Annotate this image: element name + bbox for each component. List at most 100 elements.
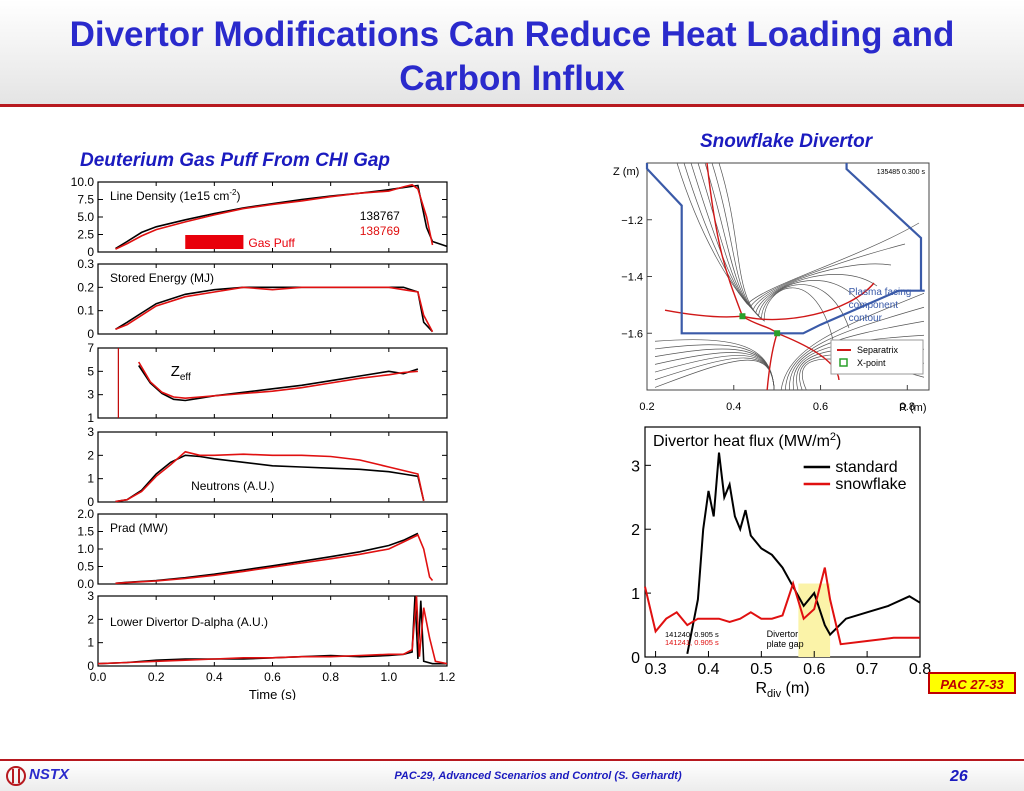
prad-panel: 2.0 1.5 1.0 0.5 0.0 Prad (MW): [77, 507, 448, 591]
time-xtick-label: 0.6: [264, 670, 281, 684]
hf-ytick-label: 3: [631, 458, 640, 475]
gap-label-2: plate gap: [767, 639, 804, 649]
neutrons-panel: 3 2 1 0 Neutrons (A.U.): [87, 425, 448, 509]
hf-ytick-label: 2: [631, 522, 640, 539]
eq-ytick-label: −1.6: [621, 328, 643, 340]
nstx-logo-icon: [6, 766, 26, 786]
d-alpha-series-138767: [97, 595, 447, 665]
equilibrium-shot-label: 135485 0.300 s: [877, 169, 926, 176]
neutrons-title: Neutrons (A.U.): [191, 479, 274, 493]
zeff-ytick-label: 1: [87, 411, 94, 425]
pfc-contour-upper: [845, 163, 923, 291]
separatrix-left-leg: [664, 309, 743, 318]
slide-title-line1: Divertor Modifications Can Reduce Heat L…: [69, 15, 955, 54]
hf-xtick-label: 0.3: [644, 661, 666, 678]
zeff-series-138769: [138, 361, 418, 400]
pfc-contour: [645, 163, 925, 335]
line-density-ytick-label: 10.0: [71, 175, 95, 189]
legend-xpoint-swatch: [839, 358, 848, 367]
flux-surface: [704, 162, 864, 317]
zeff-panel: 7 5 3 1 Zeff: [87, 341, 448, 425]
footer-rule: [0, 759, 1024, 761]
hf-ytick-label: 1: [631, 586, 640, 603]
hf-xtick-label: 0.6: [803, 661, 825, 678]
flux-surface-lower-right: [780, 292, 925, 391]
time-xtick-label: 1.0: [380, 670, 397, 684]
line-density-ytick-label: 0: [87, 245, 94, 259]
stored-energy-series-138769: [115, 286, 434, 333]
line-density-ytick-label: 2.5: [77, 228, 94, 242]
slide-title-line2: Carbon Influx: [399, 59, 625, 98]
pfc-contour-label: Plasma facing component contour: [849, 287, 912, 324]
flux-surface: [711, 162, 850, 329]
d-alpha-series-138769: [97, 595, 448, 665]
heat-flux-frame: [644, 426, 921, 658]
heat-flux-plot: 3 2 1 00.3 0.4 0.5 0.6 0.7 0.8 Rdiv (m) Divertor h…: [631, 426, 931, 697]
hf-series-standard: [686, 452, 921, 654]
gap-label-1: Divertor: [767, 629, 799, 639]
prad-ytick-label: 0.0: [77, 577, 94, 591]
neutrons-series-138769: [115, 450, 425, 503]
line-density-title: Line Density (1e15 cm-2): [110, 188, 241, 203]
eq-ytick-label: −1.4: [621, 272, 643, 284]
legend-xpoint-label: X-point: [857, 358, 886, 368]
stored-energy-ytick-label: 0: [87, 327, 94, 341]
slide-title: Divertor Modifications Can Reduce Heat L…: [40, 13, 984, 101]
hf-shot-black: 141240, 0.905 s: [665, 630, 719, 639]
footer-citation: PAC-29, Advanced Scenarios and Control (…: [394, 770, 682, 782]
d-alpha-ytick-label: 2: [87, 612, 94, 626]
line-density-ytick-label: 7.5: [77, 193, 94, 207]
neutrons-ytick-label: 1: [87, 472, 94, 486]
d-alpha-title: Lower Divertor D-alpha (A.U.): [110, 615, 268, 629]
prad-ytick-label: 0.5: [77, 560, 94, 574]
d-alpha-ytick-label: 0: [87, 659, 94, 673]
legend-separatrix-label: Separatrix: [857, 345, 899, 355]
time-xtick-label: 1.2: [439, 670, 456, 684]
stored-energy-title: Stored Energy (MJ): [110, 271, 214, 285]
page-number: 26: [950, 768, 968, 785]
time-axis-label: Time (s): [249, 687, 296, 700]
stored-energy-ytick-label: 0.2: [77, 280, 94, 294]
eq-xtick-label: 0.6: [813, 401, 828, 413]
hf-xtick-label: 0.8: [909, 661, 931, 678]
prad-series-138769: [115, 533, 434, 585]
hf-shot-red: 141241, 0.905 s: [665, 638, 719, 647]
legend-standard-label: standard: [835, 459, 897, 476]
stored-energy-series-138767: [115, 286, 434, 333]
hf-ytick-label: 0: [631, 650, 640, 667]
hf-xtick-label: 0.4: [697, 661, 719, 678]
footer-logo-text: NSTX: [29, 766, 70, 783]
time-xtick-label: 0.8: [322, 670, 339, 684]
prad-ytick-label: 1.0: [77, 542, 94, 556]
footer: [0, 761, 1024, 791]
legend-138767: 138767: [360, 209, 400, 223]
zeff-series-138767: [138, 365, 419, 402]
flux-surface-lower-right: [792, 334, 925, 391]
line-density-frame: [97, 181, 448, 253]
prad-ytick-label: 2.0: [77, 507, 94, 521]
flux-surface-lower-right: [789, 320, 925, 391]
legend-snowflake-label: snowflake: [835, 476, 906, 493]
stored-energy-ytick-label: 0.3: [77, 257, 94, 271]
hf-xlabel: Rdiv (m): [755, 680, 809, 697]
hf-xtick-label: 0.5: [750, 661, 772, 678]
d-alpha-ytick-label: 1: [87, 636, 94, 650]
time-xtick-label: 0.0: [90, 670, 107, 684]
hf-title: Divertor heat flux (MW/m2): [653, 431, 841, 450]
pac-reference-badge: PAC 27-33: [928, 672, 1016, 694]
left-chart-heading: Deuterium Gas Puff From CHI Gap: [80, 150, 391, 171]
hf-series-snowflake: [644, 567, 920, 646]
eq-xtick-label: 0.2: [639, 401, 654, 413]
hf-xtick-label: 0.7: [856, 661, 878, 678]
equilibrium-ylabel: Z (m): [613, 166, 639, 178]
zeff-ytick-label: 3: [87, 388, 94, 402]
prad-title: Prad (MW): [110, 521, 168, 535]
right-chart-heading: Snowflake Divertor: [700, 131, 873, 152]
zeff-title: Zeff: [171, 363, 191, 383]
eq-ytick-label: −1.2: [621, 215, 643, 227]
zeff-ytick-label: 7: [87, 341, 94, 355]
neutrons-ytick-label: 3: [87, 425, 94, 439]
d-alpha-ytick-label: 3: [87, 589, 94, 603]
